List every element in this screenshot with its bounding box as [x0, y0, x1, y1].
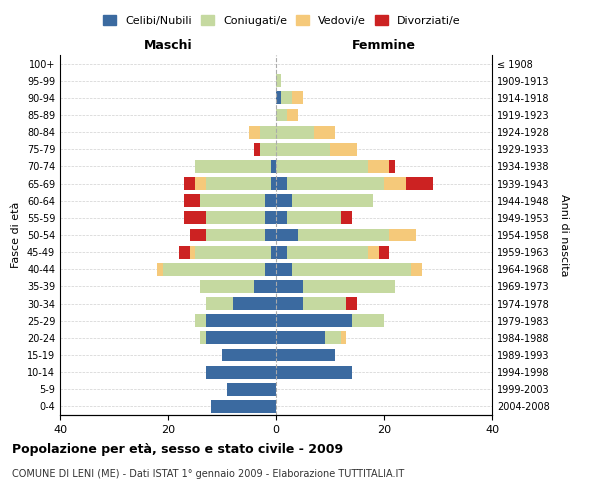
- Bar: [411, 263, 422, 276]
- Bar: [276, 332, 325, 344]
- Bar: [233, 297, 276, 310]
- Bar: [276, 348, 335, 362]
- Bar: [276, 74, 281, 87]
- Bar: [157, 263, 163, 276]
- Bar: [265, 228, 276, 241]
- Bar: [389, 160, 395, 173]
- Bar: [276, 246, 287, 258]
- Bar: [314, 126, 335, 138]
- Bar: [276, 92, 281, 104]
- Bar: [298, 228, 389, 241]
- Bar: [276, 143, 330, 156]
- Bar: [276, 228, 298, 241]
- Legend: Celibi/Nubili, Coniugati/e, Vedovi/e, Divorziati/e: Celibi/Nubili, Coniugati/e, Vedovi/e, Di…: [99, 10, 465, 30]
- Bar: [200, 194, 265, 207]
- Bar: [276, 126, 314, 138]
- Bar: [276, 263, 292, 276]
- Text: Maschi: Maschi: [143, 38, 193, 52]
- Bar: [287, 177, 384, 190]
- Bar: [195, 314, 206, 327]
- Bar: [200, 332, 206, 344]
- Bar: [384, 177, 406, 190]
- Bar: [222, 348, 276, 362]
- Bar: [271, 177, 276, 190]
- Bar: [190, 246, 195, 258]
- Text: Popolazione per età, sesso e stato civile - 2009: Popolazione per età, sesso e stato civil…: [12, 442, 343, 456]
- Bar: [330, 143, 357, 156]
- Bar: [325, 332, 341, 344]
- Bar: [260, 143, 276, 156]
- Bar: [368, 160, 389, 173]
- Bar: [292, 92, 303, 104]
- Bar: [276, 160, 368, 173]
- Bar: [206, 366, 276, 378]
- Y-axis label: Anni di nascita: Anni di nascita: [559, 194, 569, 276]
- Bar: [389, 228, 416, 241]
- Bar: [276, 177, 287, 190]
- Bar: [184, 177, 195, 190]
- Bar: [292, 194, 373, 207]
- Bar: [276, 366, 352, 378]
- Bar: [341, 332, 346, 344]
- Bar: [206, 297, 233, 310]
- Bar: [184, 194, 200, 207]
- Bar: [276, 314, 352, 327]
- Bar: [346, 297, 357, 310]
- Bar: [265, 212, 276, 224]
- Bar: [287, 246, 368, 258]
- Bar: [195, 160, 271, 173]
- Bar: [276, 194, 292, 207]
- Bar: [206, 332, 276, 344]
- Bar: [265, 194, 276, 207]
- Bar: [254, 143, 260, 156]
- Bar: [265, 263, 276, 276]
- Bar: [406, 177, 433, 190]
- Bar: [276, 212, 287, 224]
- Bar: [341, 212, 352, 224]
- Bar: [303, 280, 395, 293]
- Bar: [227, 383, 276, 396]
- Bar: [260, 126, 276, 138]
- Bar: [271, 160, 276, 173]
- Bar: [206, 177, 271, 190]
- Bar: [184, 212, 206, 224]
- Bar: [271, 246, 276, 258]
- Bar: [281, 92, 292, 104]
- Bar: [206, 228, 265, 241]
- Bar: [352, 314, 384, 327]
- Bar: [303, 297, 346, 310]
- Bar: [379, 246, 389, 258]
- Bar: [287, 108, 298, 122]
- Bar: [206, 314, 276, 327]
- Bar: [276, 297, 303, 310]
- Bar: [190, 228, 206, 241]
- Bar: [211, 400, 276, 413]
- Text: Femmine: Femmine: [352, 38, 416, 52]
- Bar: [179, 246, 190, 258]
- Bar: [249, 126, 260, 138]
- Bar: [163, 263, 265, 276]
- Bar: [276, 108, 287, 122]
- Bar: [206, 212, 265, 224]
- Bar: [200, 280, 254, 293]
- Bar: [292, 263, 411, 276]
- Bar: [254, 280, 276, 293]
- Bar: [195, 177, 206, 190]
- Y-axis label: Fasce di età: Fasce di età: [11, 202, 21, 268]
- Bar: [287, 212, 341, 224]
- Text: COMUNE DI LENI (ME) - Dati ISTAT 1° gennaio 2009 - Elaborazione TUTTITALIA.IT: COMUNE DI LENI (ME) - Dati ISTAT 1° genn…: [12, 469, 404, 479]
- Bar: [276, 280, 303, 293]
- Bar: [195, 246, 271, 258]
- Bar: [368, 246, 379, 258]
